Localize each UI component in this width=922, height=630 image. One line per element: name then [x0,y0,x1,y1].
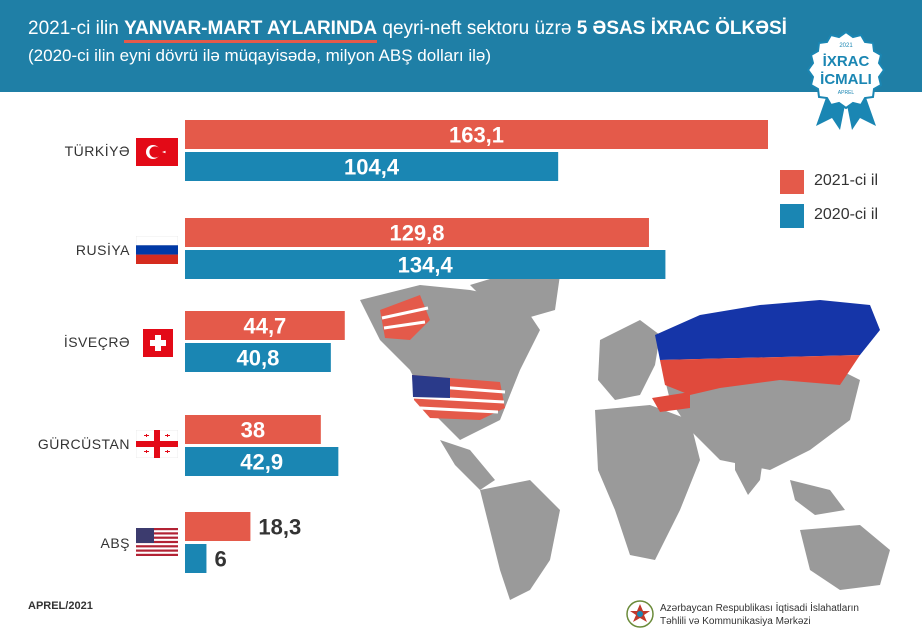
bar-2020-1 [185,250,666,279]
map-alaska-flag [380,295,430,340]
bar-label-2021-4: 18,3 [258,515,301,540]
bar-label-2020-3: 42,9 [240,450,283,475]
map-africa [595,405,700,560]
map-central-america [440,440,495,490]
label-isvecre: İSVEÇRƏ [63,334,130,350]
title-period: YANVAR-MART AYLARINDA [124,18,378,43]
chart-subtitle: (2020-ci ilin eyni dövrü ilə müqayisədə,… [28,46,491,65]
bar-2020-0 [185,152,559,181]
turkey-flag-icon [136,138,178,166]
badge-year: 2021 [839,43,853,49]
label-turkiye: TÜRKİYƏ [64,143,130,159]
bar-label-2021-2: 44,7 [243,314,286,339]
bar-label-2021-1: 129,8 [389,221,444,246]
header-banner: 2021-ci ilin YANVAR-MART AYLARINDA qeyri… [0,0,922,92]
badge-line1: İXRAC [823,53,870,70]
badge-line2: İCMALI [820,71,872,88]
bar-label-2020-4: 6 [214,547,226,572]
label-abs: ABŞ [100,535,130,551]
legend-swatch-2021 [780,170,804,194]
switzerland-flag-icon [143,329,173,357]
legend-label-2021: 2021-ci il [814,172,879,189]
georgia-flag-icon [136,430,178,458]
bar-label-2020-2: 40,8 [237,346,280,371]
badge-month: APREL [838,90,855,96]
map-greenland [470,270,560,320]
bar-label-2020-0: 104,4 [344,155,400,180]
label-gurcustan: GÜRCÜSTAN [37,436,130,452]
bar-label-2021-3: 38 [241,418,265,443]
bar-2021-4 [185,512,251,541]
state-emblem-icon [626,600,654,628]
map-turkey [652,392,690,412]
legend-swatch-2020 [780,204,804,228]
title-middle: qeyri-neft sektoru üzrə [377,18,577,39]
map-russia [655,300,880,395]
bar-2020-4 [185,544,207,573]
chart-title: 2021-ci ilin YANVAR-MART AYLARINDA qeyri… [28,18,787,43]
title-prefix: 2021-ci ilin [28,18,125,39]
map-south-america [480,480,560,600]
map-usa-flag [411,375,506,420]
map-se-asia [790,480,845,515]
footer-org-line1: Azərbaycan Respublikası İqtisadi İslahat… [660,603,859,614]
map-india [735,440,765,495]
bar-2021-3 [185,415,321,444]
russia-flag-icon [136,236,178,264]
bar-2021-2 [185,311,345,340]
footer-org-line2: Təhlili və Kommunikasiya Mərkəzi [660,616,811,627]
footer-organization: Azərbaycan Respublikası İqtisadi İslahat… [660,602,859,628]
bar-label-2021-0: 163,1 [449,123,504,148]
bar-2020-3 [185,447,339,476]
bar-2021-0 [185,120,768,149]
footer-date: APREL/2021 [28,600,93,612]
title-highlight: 5 ƏSAS İXRAC ÖLKƏSİ [576,18,787,39]
bar-label-2020-1: 134,4 [398,253,454,278]
label-rusiya: RUSİYA [75,242,130,258]
bar-2020-2 [185,343,331,372]
map-australia [800,525,890,590]
bar-2021-1 [185,218,649,247]
ixrac-icmali-badge: 2021 İXRAC İCMALI APREL [806,30,886,130]
usa-flag-icon [136,528,178,556]
legend-label-2020: 2020-ci il [814,206,879,223]
map-europe [598,320,660,400]
